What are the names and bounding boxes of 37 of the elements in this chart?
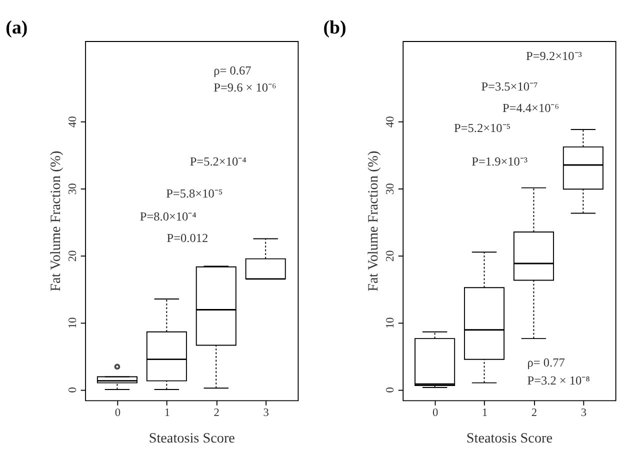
- y-tick-label: 20: [384, 250, 397, 262]
- annotation: P=1.9×10⁻³: [472, 154, 528, 168]
- annotation: P=5.2×10⁻⁵: [454, 120, 511, 135]
- chart-title: (b): [323, 17, 346, 38]
- annotation: P=5.8×10⁻⁵: [166, 186, 223, 201]
- x-tick-label: 1: [482, 406, 488, 419]
- x-axis-title: Steatosis Score: [148, 430, 235, 446]
- y-tick-label: 10: [384, 316, 397, 329]
- chart-title: (a): [6, 17, 28, 38]
- annotation: P=8.0×10⁻⁴: [140, 209, 196, 224]
- y-tick-label: 30: [384, 182, 397, 195]
- annotation: P=5.2×10⁻⁴: [190, 154, 246, 168]
- annotation: P=9.6 × 10⁻⁶: [214, 80, 276, 95]
- x-axis-title: Steatosis Score: [466, 430, 553, 446]
- y-tick-label: 40: [67, 116, 80, 128]
- annotation: P=3.5×10⁻⁷: [481, 79, 538, 94]
- x-tick-label: 3: [263, 406, 270, 419]
- annotation: P=3.2 × 10⁻⁸: [527, 374, 590, 388]
- annotation: ρ= 0.67: [214, 63, 252, 78]
- y-tick-label: 40: [384, 116, 397, 128]
- annotation: P=9.2×10⁻³: [526, 49, 582, 64]
- y-tick-label: 0: [384, 386, 397, 393]
- y-tick-label: 30: [67, 182, 80, 195]
- y-tick-label: 20: [67, 250, 80, 262]
- x-tick-label: 0: [114, 406, 121, 419]
- x-tick-label: 0: [432, 406, 438, 419]
- y-axis-title: Fat Volume Fraction (%): [366, 150, 382, 292]
- annotation: P=0.012: [166, 230, 208, 245]
- x-tick-label: 3: [580, 406, 587, 419]
- x-tick-label: 2: [531, 406, 538, 419]
- x-tick-label: 1: [164, 406, 170, 419]
- y-tick-label: 10: [67, 316, 80, 329]
- x-tick-label: 2: [214, 406, 220, 419]
- annotation: ρ= 0.77: [527, 355, 565, 370]
- y-tick-label: 0: [67, 386, 80, 393]
- y-axis-title: Fat Volume Fraction (%): [48, 150, 64, 292]
- annotation: P=4.4×10⁻⁶: [502, 100, 560, 115]
